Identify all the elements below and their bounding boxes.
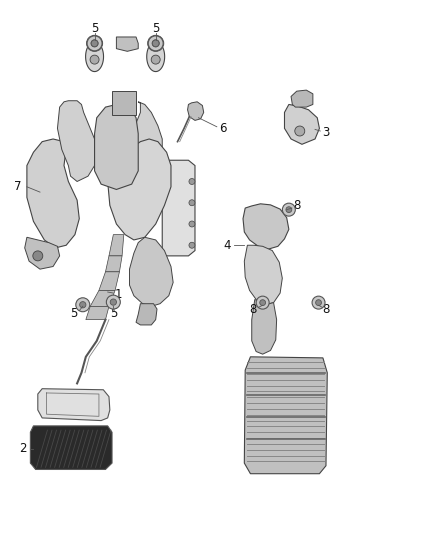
Circle shape	[286, 207, 292, 213]
Circle shape	[312, 296, 325, 309]
Text: 5: 5	[91, 22, 98, 35]
Circle shape	[76, 298, 90, 312]
Bar	[112, 91, 136, 115]
Text: 3: 3	[322, 126, 330, 139]
Text: 8: 8	[293, 199, 300, 212]
Circle shape	[316, 300, 321, 305]
Polygon shape	[108, 139, 171, 240]
Circle shape	[256, 296, 269, 309]
Polygon shape	[136, 304, 157, 325]
Polygon shape	[147, 42, 165, 71]
Polygon shape	[27, 139, 79, 248]
Circle shape	[91, 40, 98, 47]
Circle shape	[90, 55, 99, 64]
Polygon shape	[244, 357, 327, 474]
Circle shape	[110, 299, 117, 305]
Polygon shape	[291, 90, 313, 107]
Text: 4: 4	[223, 239, 231, 252]
Circle shape	[151, 55, 160, 64]
Polygon shape	[117, 37, 138, 51]
Circle shape	[260, 300, 265, 305]
Polygon shape	[30, 426, 112, 470]
Polygon shape	[130, 237, 173, 306]
Polygon shape	[86, 306, 109, 320]
Polygon shape	[109, 235, 124, 256]
Circle shape	[148, 36, 163, 51]
Circle shape	[91, 40, 98, 47]
Polygon shape	[25, 237, 60, 269]
Polygon shape	[85, 42, 103, 71]
Circle shape	[33, 251, 43, 261]
Circle shape	[295, 126, 305, 136]
Circle shape	[106, 295, 120, 309]
Text: 5: 5	[152, 22, 159, 35]
Polygon shape	[90, 290, 115, 306]
Polygon shape	[252, 300, 277, 354]
Polygon shape	[95, 104, 138, 189]
Text: 8: 8	[249, 303, 256, 316]
Circle shape	[87, 36, 102, 51]
Text: 5: 5	[71, 307, 78, 320]
Text: 6: 6	[219, 122, 227, 135]
Text: 5: 5	[110, 307, 117, 320]
Polygon shape	[244, 245, 283, 305]
Circle shape	[189, 179, 195, 184]
Polygon shape	[130, 102, 162, 182]
Text: 1: 1	[115, 288, 122, 301]
Polygon shape	[38, 389, 110, 421]
Circle shape	[152, 40, 159, 47]
Circle shape	[189, 221, 195, 227]
Text: 8: 8	[322, 303, 330, 316]
Circle shape	[189, 200, 195, 206]
Circle shape	[189, 243, 195, 248]
Polygon shape	[243, 204, 289, 249]
Circle shape	[80, 302, 86, 308]
Circle shape	[152, 40, 159, 47]
Polygon shape	[106, 256, 122, 272]
Circle shape	[87, 35, 102, 51]
Text: 2: 2	[19, 442, 26, 455]
Polygon shape	[187, 102, 204, 120]
Circle shape	[148, 35, 164, 51]
Polygon shape	[285, 104, 319, 144]
Text: 7: 7	[14, 180, 22, 193]
Polygon shape	[99, 272, 120, 290]
Circle shape	[283, 203, 295, 216]
Polygon shape	[162, 160, 195, 256]
Polygon shape	[57, 101, 97, 182]
